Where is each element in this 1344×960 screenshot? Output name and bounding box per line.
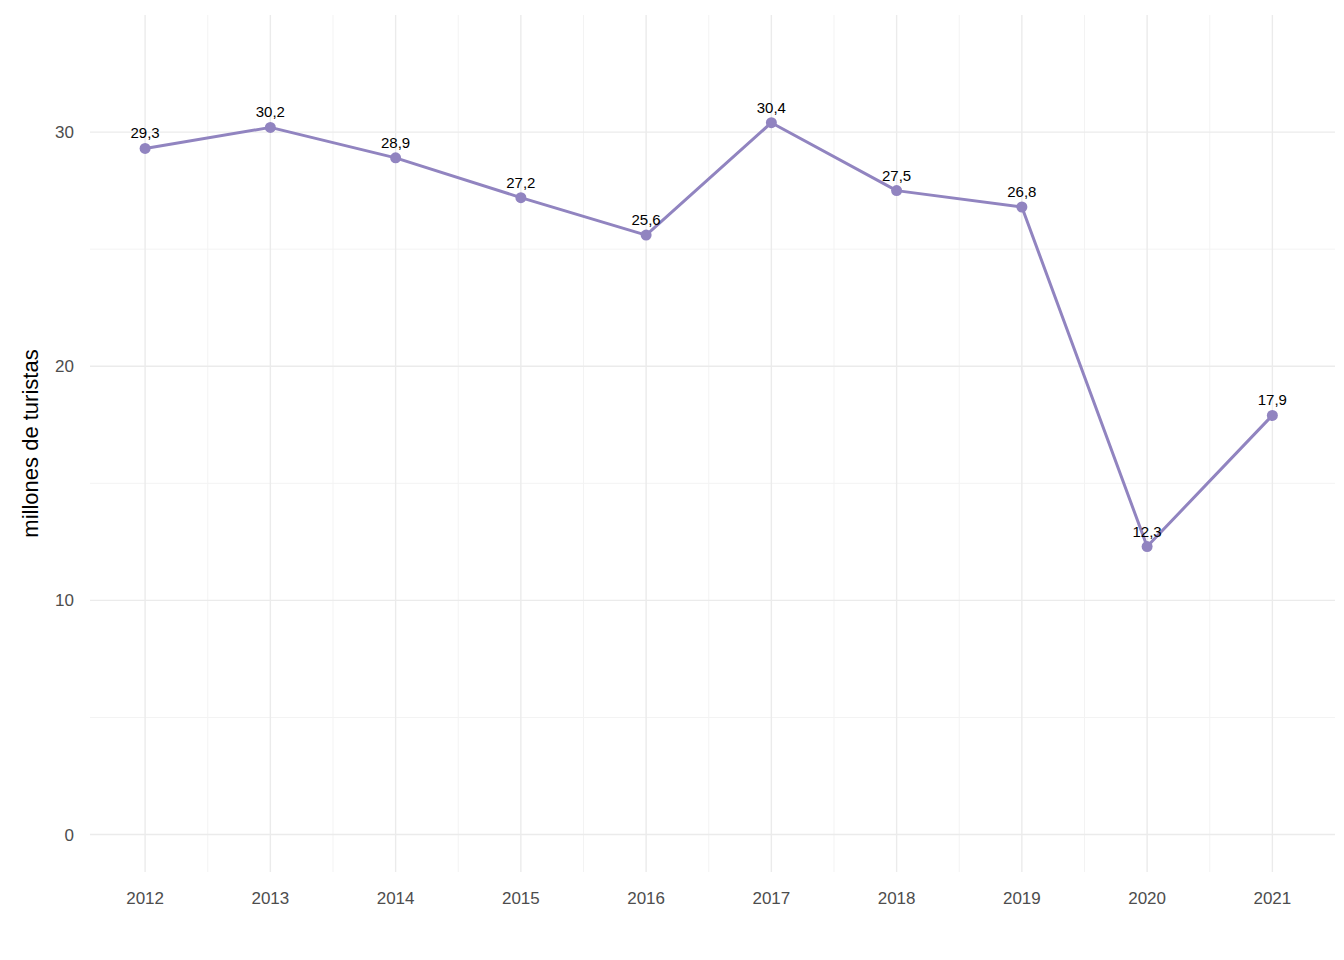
minor-grid-line [207, 15, 208, 872]
y-tick-label: 30 [55, 123, 74, 142]
y-axis-label: millones de turistas [18, 349, 43, 537]
chart: 0 10 20 30 2012 2013 2014 2015 2016 2017 2018 2019 2… [0, 0, 1344, 960]
point [515, 192, 526, 203]
grid-line [90, 834, 1335, 835]
point [641, 230, 652, 241]
data-label: 29,3 [131, 124, 160, 141]
data-label: 27,2 [506, 174, 535, 191]
y-tick-label: 20 [55, 357, 74, 376]
data-marks [140, 117, 1278, 552]
minor-grid-line [1084, 15, 1085, 872]
minor-grid-line [959, 15, 960, 872]
minor-grid-line [458, 15, 459, 872]
grid-line [1146, 15, 1147, 872]
x-tick-label: 2018 [878, 889, 916, 908]
y-tick-label: 0 [65, 826, 74, 845]
minor-grid-line [708, 15, 709, 872]
grid-line [1021, 15, 1022, 872]
x-tick-label: 2014 [377, 889, 415, 908]
point [1267, 410, 1278, 421]
point [140, 143, 151, 154]
point [1016, 202, 1027, 213]
x-tick-label: 2021 [1253, 889, 1291, 908]
grid-line [270, 15, 271, 872]
grid-line [1272, 15, 1273, 872]
point [766, 117, 777, 128]
grid-line [896, 15, 897, 872]
data-label: 28,9 [381, 134, 410, 151]
grid-line [520, 15, 521, 872]
grid-line [90, 131, 1335, 132]
data-label: 17,9 [1258, 391, 1287, 408]
minor-grid-line [90, 249, 1335, 250]
y-tick-label: 10 [55, 591, 74, 610]
data-label: 30,4 [757, 99, 786, 116]
x-tick-label: 2016 [627, 889, 665, 908]
x-tick-label: 2012 [126, 889, 164, 908]
x-tick-label: 2017 [752, 889, 790, 908]
data-label: 30,2 [256, 103, 285, 120]
minor-grid-line [90, 483, 1335, 484]
data-labels: 29,3 30,2 28,9 27,2 25,6 30,4 27,5 26,8 12,3 17,9 [131, 99, 1287, 540]
point [891, 185, 902, 196]
x-tick-label: 2019 [1003, 889, 1041, 908]
line [145, 123, 1272, 547]
grid-line [90, 600, 1335, 601]
grid-line [90, 366, 1335, 367]
x-tick-label: 2015 [502, 889, 540, 908]
minor-grid-line [583, 15, 584, 872]
data-label: 26,8 [1007, 183, 1036, 200]
minor-grid-line [833, 15, 834, 872]
data-label: 25,6 [632, 211, 661, 228]
point [390, 152, 401, 163]
point [1142, 541, 1153, 552]
grid-line [771, 15, 772, 872]
data-label: 27,5 [882, 167, 911, 184]
grid [90, 15, 1335, 872]
x-tick-label: 2013 [251, 889, 289, 908]
point [265, 122, 276, 133]
data-label: 12,3 [1133, 523, 1162, 540]
minor-grid-line [1209, 15, 1210, 872]
minor-grid-line [90, 717, 1335, 718]
x-tick-label: 2020 [1128, 889, 1166, 908]
grid-line [645, 15, 646, 872]
